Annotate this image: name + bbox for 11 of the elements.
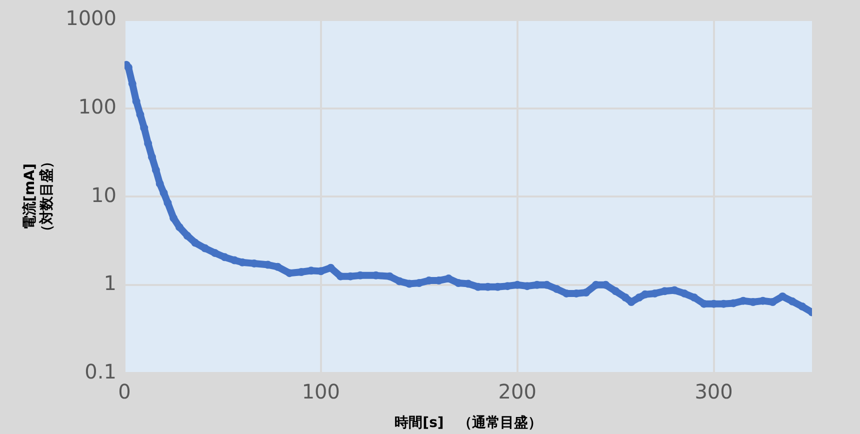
y-tick-label: 100	[78, 94, 116, 119]
y-tick-label: 0.1	[84, 359, 116, 384]
y-tick-label: 10	[91, 182, 116, 207]
x-tick-label: 100	[302, 379, 340, 404]
x-tick-label: 300	[694, 379, 733, 404]
y-tick-label: 1000	[66, 6, 116, 30]
y-axis-title: 電流[mA] （対数目盛）	[21, 154, 55, 239]
x-tick-label: 200	[498, 379, 536, 404]
y-tick-label: 1	[104, 271, 116, 296]
x-tick-label: 0	[118, 379, 131, 404]
x-axis-title: 時間[s] （通常目盛）	[394, 414, 542, 432]
